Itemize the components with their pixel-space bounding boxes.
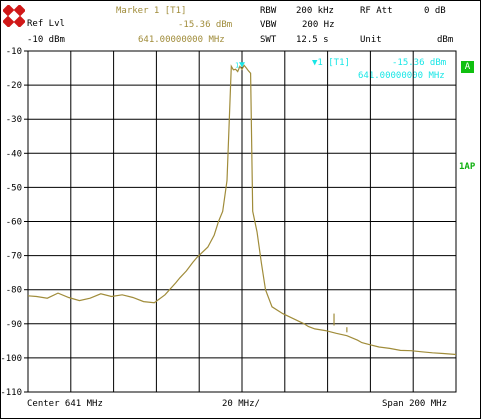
marker-box-level: -15.36 dBm: [392, 58, 447, 68]
center-frequency: Center 641 MHz: [27, 399, 103, 409]
y-tick-label: -20: [6, 81, 22, 91]
swt-label: SWT: [260, 35, 277, 45]
vbw-label: VBW: [260, 20, 277, 30]
y-tick-label: -90: [6, 320, 22, 330]
trace-indicator-badge: A: [461, 61, 474, 73]
y-tick-label: -30: [6, 115, 22, 125]
marker-number-label: 1: [235, 61, 239, 69]
span-frequency: Span 200 MHz: [382, 399, 448, 409]
y-tick-label: -100: [0, 354, 22, 364]
y-tick-labels: -10 -20 -30 -40 -50 -60 -70 -80 -90 -100 -110: [0, 47, 28, 398]
marker-frequency: 641.00000000 MHz: [138, 35, 225, 45]
marker-level: -15.36 dBm: [178, 20, 233, 30]
y-tick-label: -80: [6, 286, 22, 296]
unit-label: Unit: [360, 35, 382, 45]
rohde-schwarz-logo: [3, 5, 25, 27]
spectrum-trace: [27, 64, 457, 356]
rbw-label: RBW: [260, 6, 277, 16]
y-tick-label: -10: [6, 47, 22, 57]
y-tick-label: -60: [6, 218, 22, 228]
y-tick-label: -40: [6, 149, 22, 159]
plot-grid: [27, 50, 457, 393]
swt-value: 12.5 s: [296, 35, 329, 45]
spurs: [333, 313, 348, 333]
ref-level-label: Ref Lvl: [27, 19, 65, 29]
y-tick-label: -110: [0, 388, 22, 398]
marker-title: Marker 1 [T1]: [116, 6, 187, 16]
rf-att-label: RF Att: [360, 6, 393, 16]
rf-att-value: 0 dB: [424, 6, 446, 16]
frequency-per-division: 20 MHz/: [222, 399, 260, 409]
y-tick-label: -50: [6, 183, 22, 193]
vbw-value: 200 Hz: [302, 20, 335, 30]
y-tick-label: -70: [6, 252, 22, 262]
ref-level-value: -10 dBm: [27, 35, 65, 45]
marker-symbol: [239, 62, 245, 68]
marker-1: 1: [235, 61, 245, 69]
ap-indicator: 1AP: [459, 162, 476, 172]
rbw-value: 200 kHz: [296, 6, 334, 16]
marker-box-frequency: 641.00000000 MHz: [358, 71, 445, 81]
unit-value: dBm: [437, 35, 454, 45]
marker-box-title: ▼1 [T1]: [312, 58, 350, 68]
